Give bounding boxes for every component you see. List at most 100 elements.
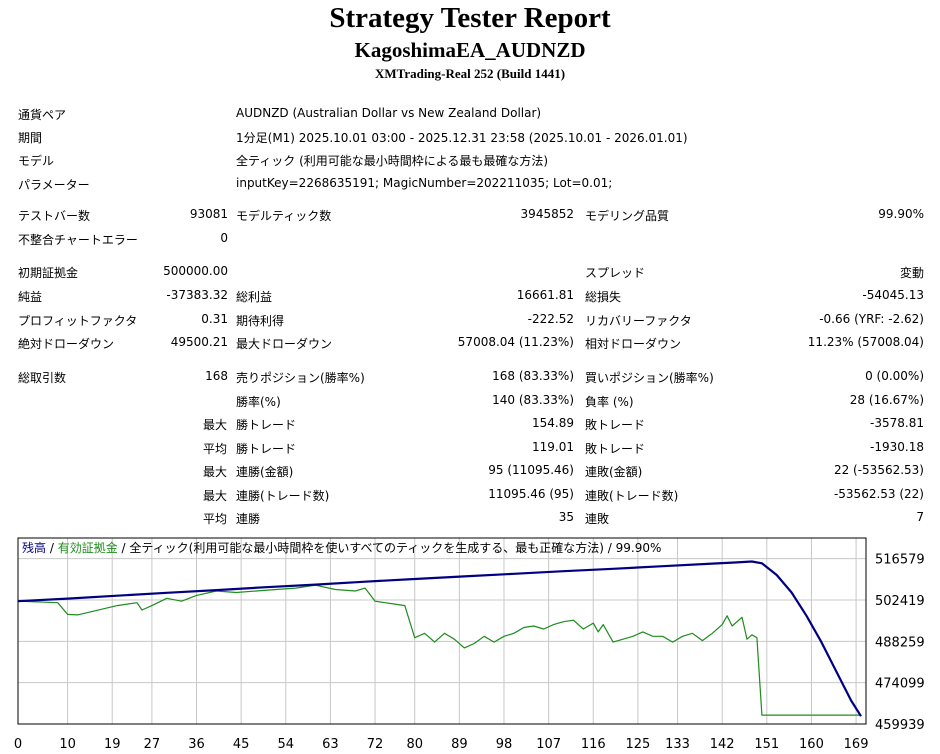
avg-win-label: 勝トレード	[236, 442, 297, 456]
x-tick-label: 142	[710, 737, 735, 752]
parameters-value: inputKey=2268635191; MagicNumber=2022110…	[236, 176, 613, 190]
avg-consec-wins-label: 連勝	[236, 512, 261, 526]
x-tick-label: 98	[496, 737, 513, 752]
max-consec-wins-amt-label: 連勝(金額)	[236, 465, 294, 479]
stats-row-factor: プロフィットファクタ 0.31 期待利得 -222.52 リカバリーファクタ -…	[0, 309, 940, 331]
parameters-label: パラメーター	[18, 178, 90, 192]
avg-win-value: 119.01	[532, 440, 574, 454]
chart-series	[17, 560, 862, 717]
y-tick-label: 474099	[875, 677, 925, 692]
expected-payoff-value: -222.52	[527, 312, 574, 326]
abs-drawdown-label: 絶対ドローダウン	[18, 337, 115, 351]
rel-drawdown-value: 11.23% (57008.04)	[807, 335, 924, 349]
gross-profit-label: 総利益	[236, 290, 273, 304]
avg-loss-value: -1930.18	[870, 440, 924, 454]
legend-balance: 残高	[22, 540, 46, 555]
symbol-label: 通貨ペア	[18, 108, 67, 122]
x-tick-label: 160	[799, 737, 824, 752]
spread-value: 変動	[899, 266, 924, 280]
largest-loss-value: -3578.81	[870, 416, 924, 430]
legend-sep-1: /	[46, 541, 58, 555]
x-tick-label: 107	[536, 737, 561, 752]
largest-loss-label: 敗トレード	[585, 418, 646, 432]
model-ticks-value: 3945852	[520, 207, 574, 221]
largest-win-value: 154.89	[532, 416, 574, 430]
server-info: XMTrading-Real 252 (Build 1441)	[374, 66, 566, 81]
x-tick-label: 54	[278, 737, 295, 752]
initial-deposit-value: 500000.00	[163, 264, 228, 278]
y-axis-ticks: 516579 502419 488259 474099 459939	[875, 553, 925, 733]
total-trades-label: 総取引数	[18, 371, 67, 385]
avg-loss-label: 敗トレード	[585, 442, 646, 456]
stats-row-average: 平均 勝トレード 119.01 敗トレード -1930.18	[0, 437, 940, 459]
max-drawdown-label: 最大ドローダウン	[236, 337, 333, 351]
total-trades-value: 168	[205, 369, 228, 383]
max-consec-losses-cnt-value: -53562.53 (22)	[833, 487, 924, 501]
x-tick-label: 80	[406, 737, 423, 752]
period-label: 期間	[18, 131, 43, 145]
gross-loss-value: -54045.13	[862, 288, 924, 302]
balance-line	[17, 560, 862, 717]
average-prefix: 平均	[203, 442, 228, 456]
x-tick-label: 45	[233, 737, 250, 752]
x-tick-label: 27	[144, 737, 161, 752]
largest-prefix: 最大	[203, 418, 228, 432]
chart-legend: 残高 / 有効証拠金 / 全ティック(利用可能な最小時間枠を使いすべてのティック…	[22, 540, 661, 555]
x-tick-label: 133	[665, 737, 690, 752]
mismatch-errors-label: 不整合チャートエラー	[18, 233, 138, 247]
x-tick-label: 63	[322, 737, 339, 752]
spread-label: スプレッド	[585, 266, 646, 280]
period-value: 1分足(M1) 2025.10.01 03:00 - 2025.12.31 23…	[236, 131, 688, 145]
y-tick-label: 459939	[875, 718, 925, 733]
x-tick-label: 0	[14, 737, 22, 752]
x-tick-label: 10	[59, 737, 76, 752]
report-title: Strategy Tester Report	[329, 2, 611, 34]
stats-row-trades: 総取引数 168 売りポジション(勝率%) 168 (83.33%) 買いポジシ…	[0, 366, 940, 388]
net-profit-label: 純益	[18, 290, 43, 304]
y-tick-label: 488259	[875, 635, 925, 650]
max-consec-losses-amt-value: 22 (-53562.53)	[833, 463, 924, 477]
x-tick-label: 36	[188, 737, 205, 752]
long-positions-value: 0 (0.00%)	[865, 369, 924, 383]
settings-row-period: 期間 1分足(M1) 2025.10.01 03:00 - 2025.12.31…	[0, 126, 940, 148]
max-consec-wins-amt-value: 95 (11095.46)	[488, 463, 574, 477]
x-tick-label: 125	[625, 737, 650, 752]
loss-rate-label: 負率 (%)	[585, 395, 634, 409]
stats-row-deposit: 初期証拠金 500000.00 スプレッド 変動	[0, 261, 940, 283]
max-consec-losses-cnt-label: 連敗(トレード数)	[585, 489, 679, 503]
test-bars-label: テストバー数	[18, 209, 91, 223]
gross-profit-value: 16661.81	[516, 288, 574, 302]
stats-row-drawdown: 絶対ドローダウン 49500.21 最大ドローダウン 57008.04 (11.…	[0, 332, 940, 354]
avg-consec-losses-value: 7	[916, 510, 924, 524]
legend-sep-2: /	[118, 541, 130, 555]
profit-factor-label: プロフィットファクタ	[18, 314, 138, 328]
stats-row-largest: 最大 勝トレード 154.89 敗トレード -3578.81	[0, 413, 940, 435]
short-positions-value: 168 (83.33%)	[492, 369, 574, 383]
plot-frame	[17, 537, 867, 725]
modeling-quality-value: 99.90%	[878, 207, 924, 221]
chart-grid	[17, 538, 866, 725]
settings-row-parameters: パラメーター inputKey=2268635191; MagicNumber=…	[0, 173, 940, 195]
loss-rate-value: 28 (16.67%)	[849, 393, 924, 407]
symbol-value: AUDNZD (Australian Dollar vs New Zealand…	[236, 106, 542, 120]
recovery-factor-value: -0.66 (YRF: -2.62)	[819, 312, 924, 326]
stats-row-errors: 不整合チャートエラー 0	[0, 228, 940, 250]
stats-row-consec-amt: 最大 連勝(金額) 95 (11095.46) 連敗(金額) 22 (-5356…	[0, 460, 940, 482]
legend-equity: 有効証拠金	[58, 540, 118, 555]
stats-row-avg-consec: 平均 連勝 35 連敗 7	[0, 507, 940, 529]
net-profit-value: -37383.32	[166, 288, 228, 302]
x-tick-label: 72	[367, 737, 384, 752]
stats-row-winrate: 勝率(%) 140 (83.33%) 負率 (%) 28 (16.67%)	[0, 390, 940, 412]
x-tick-label: 116	[581, 737, 606, 752]
avg-consec-prefix: 平均	[203, 512, 228, 526]
expected-payoff-label: 期待利得	[236, 314, 285, 328]
x-tick-label: 19	[104, 737, 121, 752]
gross-loss-label: 総損失	[585, 290, 622, 304]
profit-factor-value: 0.31	[201, 312, 228, 326]
model-label: モデル	[18, 154, 55, 168]
stats-row-bars: テストバー数 93081 モデルティック数 3945852 モデリング品質 99…	[0, 204, 940, 226]
x-tick-label: 151	[754, 737, 779, 752]
x-tick-label: 89	[451, 737, 468, 752]
settings-row-symbol: 通貨ペア AUDNZD (Australian Dollar vs New Ze…	[0, 103, 940, 125]
largest-win-label: 勝トレード	[236, 418, 297, 432]
